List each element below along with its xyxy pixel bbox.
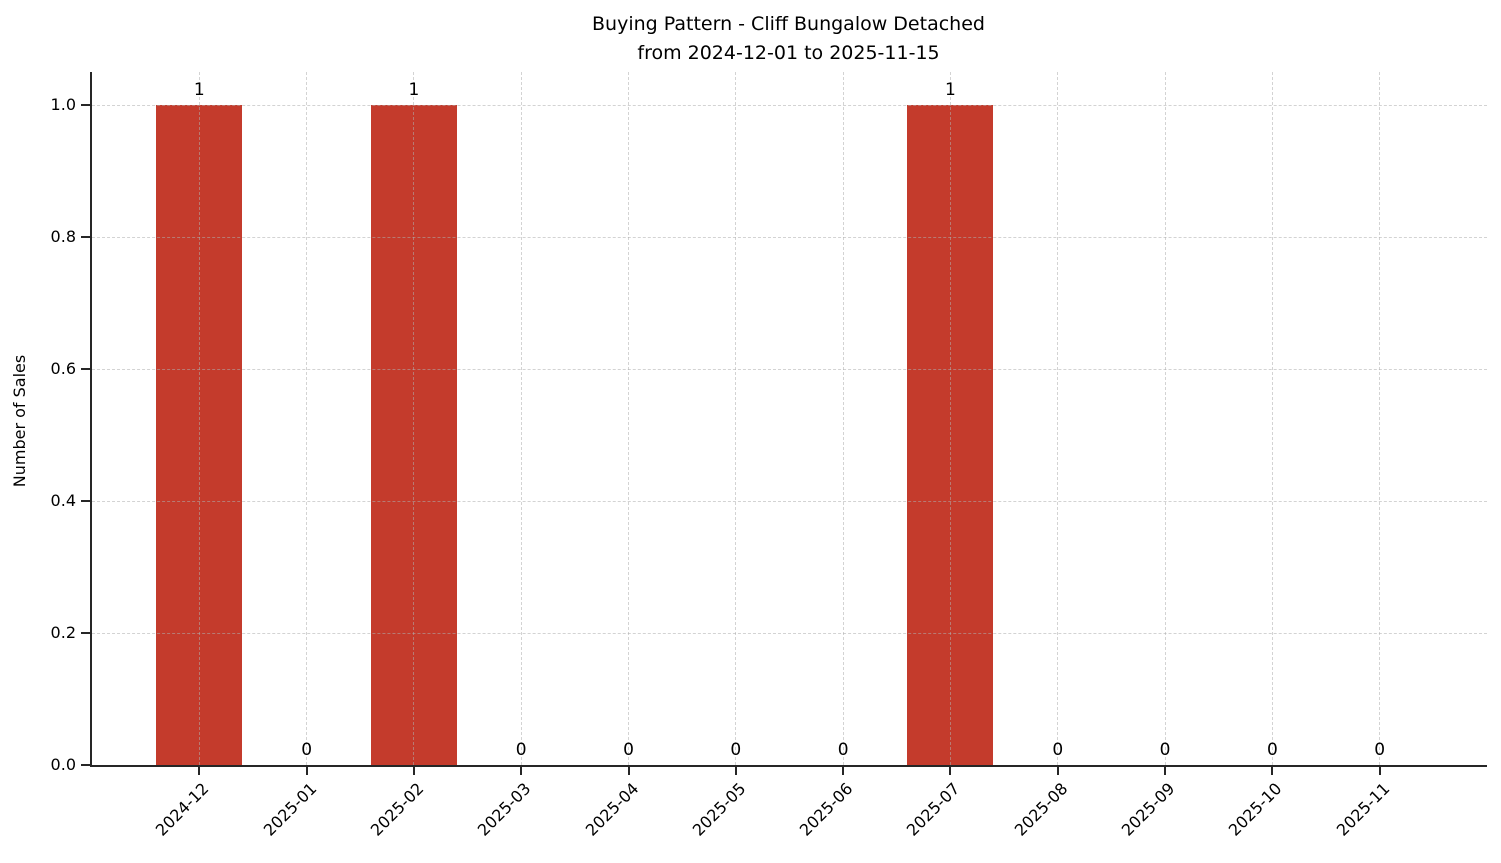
x-tick	[305, 767, 308, 775]
grid-line-h	[92, 237, 1487, 238]
chart-title-block: Buying Pattern - Cliff Bungalow Detached…	[90, 10, 1487, 68]
bar-value-label: 0	[515, 740, 527, 760]
x-tick-label: 2025-04	[581, 779, 642, 840]
x-tick-label: 2025-08	[1010, 779, 1072, 840]
bar-value-label: 0	[1374, 740, 1386, 760]
plot-area: 0.0 0.2 0.4 0.6 0.8 1.0 1 2024-12 0 2025-01 1 2025-…	[51, 72, 1487, 840]
x-tick-label: 2024-12	[152, 779, 213, 840]
x-tick-label: 2025-09	[1117, 779, 1179, 840]
grid-line-v	[1164, 72, 1166, 765]
y-tick-label: 0.2	[50, 623, 76, 642]
y-tick	[81, 632, 90, 634]
bar	[370, 105, 457, 765]
grid-line-h	[92, 369, 1487, 370]
grid-line-h	[92, 633, 1487, 634]
x-tick	[1164, 767, 1167, 775]
grid-line-v	[735, 72, 737, 765]
bar	[156, 105, 243, 765]
bar-value-label: 0	[837, 740, 849, 760]
y-axis-label: Number of Sales	[10, 354, 29, 488]
y-tick	[81, 104, 90, 106]
bar-value-label: 0	[1052, 740, 1064, 760]
bar-value-label: 0	[623, 740, 634, 760]
bar-value-label: 0	[1266, 740, 1278, 760]
grid-line-v	[842, 72, 844, 765]
grid-line-v	[306, 72, 308, 765]
x-tick-label: 2025-05	[688, 779, 750, 840]
x-tick	[842, 767, 845, 775]
x-tick-label: 2025-03	[473, 779, 535, 840]
grid-line-v	[1379, 72, 1381, 765]
grid-line-v	[520, 72, 522, 765]
bar-value-label: 0	[730, 740, 742, 760]
bar	[907, 105, 994, 765]
y-tick-label: 0.0	[50, 755, 76, 774]
y-tick	[81, 764, 90, 766]
y-tick-label: 0.4	[50, 491, 76, 510]
x-tick-label: 2025-11	[1332, 779, 1394, 840]
y-tick-label: 0.6	[50, 359, 76, 378]
x-tick-label: 2025-10	[1225, 779, 1286, 840]
chart-title: Buying Pattern - Cliff Bungalow Detached	[592, 13, 985, 35]
y-tick-label: 1.0	[50, 95, 76, 114]
y-tick	[81, 500, 90, 502]
y-tick	[81, 236, 90, 238]
x-tick-label: 2025-02	[366, 779, 428, 840]
grid-line-h	[92, 105, 1487, 106]
grid-line-v	[628, 72, 630, 765]
chart-subtitle: from 2024-12-01 to 2025-11-15	[637, 42, 940, 64]
bar-value-label: 1	[408, 80, 420, 100]
x-tick	[1378, 767, 1381, 775]
x-tick	[734, 767, 737, 775]
x-tick-label: 2025-01	[259, 779, 321, 840]
x-tick	[520, 767, 523, 775]
x-tick-label: 2025-06	[795, 779, 857, 840]
x-tick	[1271, 767, 1274, 775]
x-tick-label: 2025-07	[903, 779, 964, 840]
grid-line-h	[92, 501, 1487, 502]
y-tick	[81, 368, 90, 370]
grid-line-v	[1057, 72, 1059, 765]
bar-value-label: 1	[945, 80, 956, 100]
x-tick	[627, 767, 630, 775]
x-tick	[198, 767, 201, 775]
y-tick-label: 0.8	[50, 227, 76, 246]
x-tick	[412, 767, 415, 775]
grid-line-v	[1271, 72, 1273, 765]
x-tick	[1056, 767, 1059, 775]
bar-value-label: 0	[301, 740, 313, 760]
bar-value-label: 0	[1159, 740, 1171, 760]
x-tick	[949, 767, 952, 775]
bar-value-label: 1	[193, 80, 205, 100]
